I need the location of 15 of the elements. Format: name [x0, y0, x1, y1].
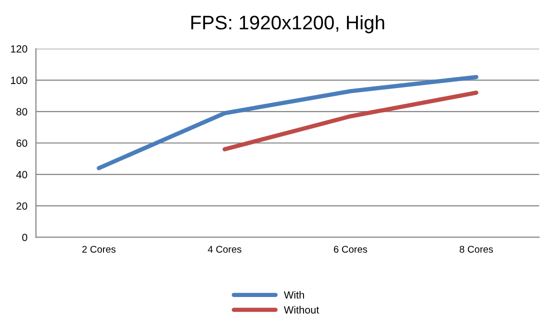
line-series	[96, 74, 478, 170]
y-tick-label: 0	[22, 234, 28, 242]
y-tick-label: 100	[11, 76, 28, 84]
x-tick-label: 8 Cores	[460, 246, 493, 253]
y-tick-label: 20	[16, 202, 28, 210]
y-tick-label: 60	[16, 140, 28, 147]
y-tick-label: 40	[16, 170, 28, 178]
x-tick-label: 6 Cores	[334, 246, 368, 253]
legend-label: With	[284, 290, 304, 299]
x-tick-label: 2 Cores	[82, 246, 116, 253]
y-tick-label: 80	[16, 108, 28, 116]
y-tick-label: 120	[11, 45, 28, 53]
x-tick-label: 4 Cores	[208, 246, 242, 253]
chart-title: FPS: 1920x1200, High	[191, 15, 384, 34]
legend-label: Without	[284, 306, 320, 314]
